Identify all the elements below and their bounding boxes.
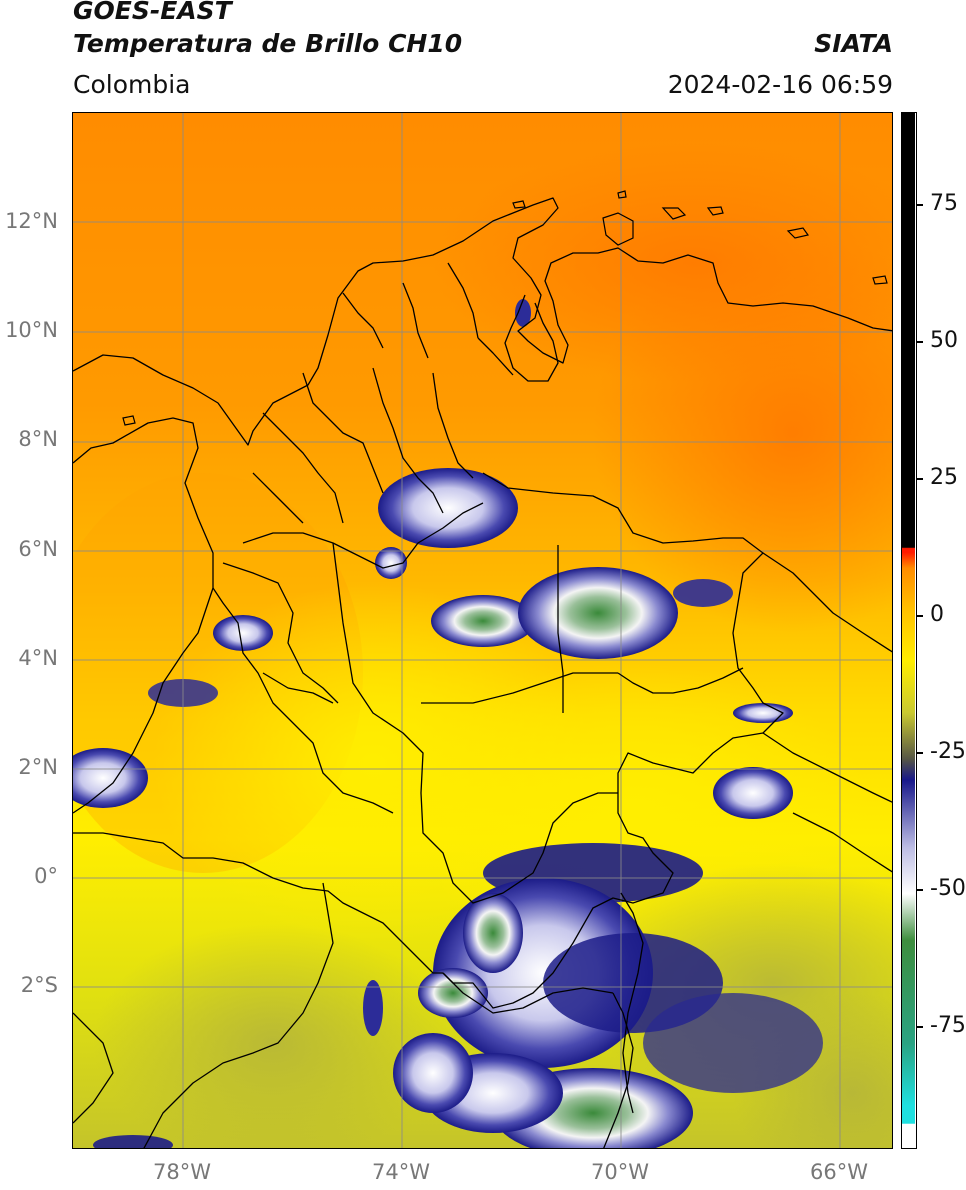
lon-label-70w: 70°W (591, 1160, 649, 1184)
lat-label-2s: 2°S (20, 973, 58, 997)
region-label: Colombia (73, 70, 191, 99)
lon-label-66w: 66°W (810, 1160, 868, 1184)
colorbar-label-minus25: -25 (930, 739, 966, 764)
satellite-map (72, 112, 893, 1149)
lon-label-74w: 74°W (372, 1160, 430, 1184)
lat-label-12n: 12°N (5, 209, 58, 233)
lat-label-8n: 8°N (18, 427, 58, 451)
colorbar-label-75: 75 (930, 191, 958, 216)
colorbar-tick (917, 615, 923, 617)
lat-label-10n: 10°N (5, 318, 58, 342)
colorbar-tick (917, 889, 923, 891)
colorbar-tick (917, 1026, 923, 1028)
colorbar-label-0: 0 (930, 602, 944, 627)
lon-label-78w: 78°W (153, 1160, 211, 1184)
product-title: Temperatura de Brillo CH10 (73, 29, 463, 58)
islands (122, 190, 888, 426)
lat-label-0: 0° (34, 864, 58, 888)
colorbar-label-minus50: -50 (930, 876, 966, 901)
graticule (73, 113, 892, 1148)
colorbar-tick (917, 752, 923, 754)
borders (73, 197, 892, 1148)
colorbar (901, 112, 917, 1149)
lat-label-2n: 2°N (18, 755, 58, 779)
organization-label: SIATA (814, 29, 893, 58)
lat-label-6n: 6°N (18, 537, 58, 561)
colorbar-tick (917, 204, 923, 206)
lat-label-4n: 4°N (18, 646, 58, 670)
colorbar-label-minus75: -75 (930, 1013, 966, 1038)
colorbar-label-50: 50 (930, 328, 958, 353)
colorbar-label-25: 25 (930, 465, 958, 490)
satellite-title: GOES-EAST (73, 0, 232, 25)
colorbar-tick (917, 341, 923, 343)
datetime-label: 2024-02-16 06:59 (667, 70, 893, 99)
colorbar-tick (917, 478, 923, 480)
